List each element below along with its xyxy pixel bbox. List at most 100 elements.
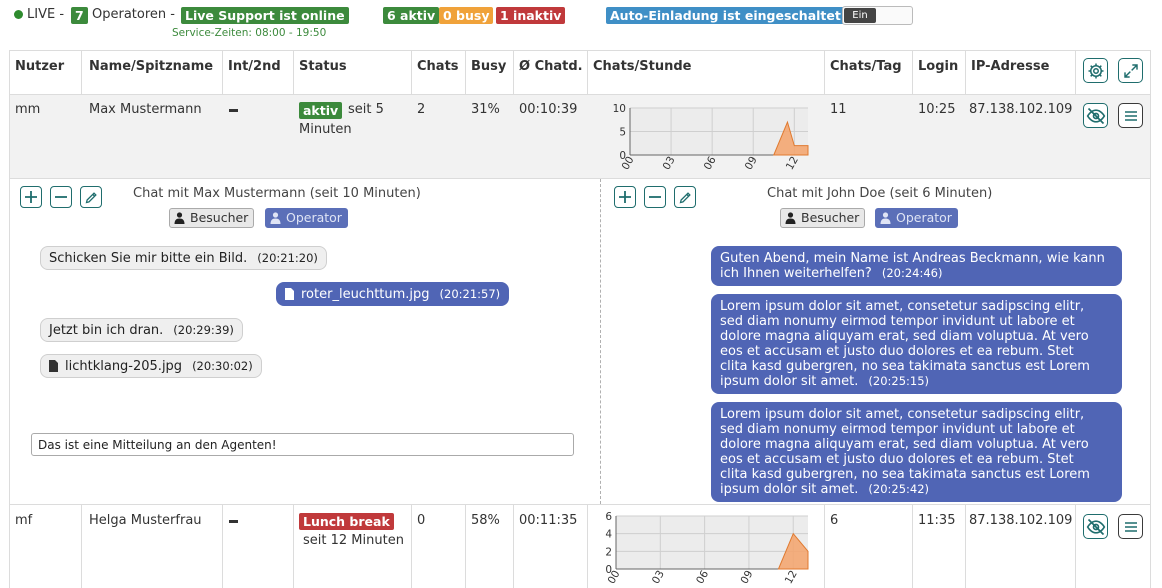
col-chats-per-day[interactable]: Chats/Tag — [830, 59, 902, 74]
y-tick-label: 4 — [605, 529, 612, 541]
operator-count-badge: 7 — [71, 7, 88, 24]
message-time: (20:24:46) — [881, 266, 943, 280]
auto-invite-badge: Auto-Einladung ist eingeschaltet — [606, 7, 845, 24]
edit-button[interactable] — [80, 186, 102, 208]
settings-button[interactable] — [1083, 58, 1108, 83]
top-status-bar: LIVE - 7 Operatoren - Live Support ist o… — [0, 0, 1162, 44]
plus-icon — [619, 191, 631, 203]
ip-address: 87.138.102.109 — [969, 102, 1073, 117]
x-tick-label: 00 — [620, 155, 637, 173]
status-since-unit: Minuten — [299, 122, 352, 137]
pen-icon — [85, 191, 97, 203]
col-int[interactable]: Int/2nd — [228, 59, 281, 74]
live-label: LIVE - — [27, 7, 65, 22]
file-icon — [49, 360, 58, 372]
ip-address: 87.138.102.109 — [969, 513, 1073, 528]
message-text: Schicken Sie mir bitte ein Bild. — [49, 251, 248, 266]
message-line: eos et accusam et justo duo dolores et e… — [720, 344, 1074, 359]
col-chats-per-hour[interactable]: Chats/Stunde — [593, 59, 692, 74]
attachment-link[interactable]: lichtklang-205.jpg — [65, 359, 183, 374]
message-line: sed diam nonumy eirmod tempor invidunt u… — [720, 422, 1075, 437]
avg-duration: 00:11:35 — [519, 513, 578, 528]
chat-message: Schicken Sie mir bitte ein Bild. (20:21:2… — [40, 246, 327, 270]
x-tick-label: 12 — [784, 155, 801, 173]
busy-percent: 58% — [471, 513, 500, 528]
remove-button[interactable] — [644, 186, 666, 208]
menu-button[interactable] — [1118, 103, 1143, 128]
chats-per-day: 11 — [830, 102, 847, 117]
inactive-count-badge[interactable]: 1 inaktiv — [496, 7, 566, 24]
y-tick-label: 0 — [619, 150, 626, 162]
int-dash — [229, 109, 238, 112]
eye-slash-icon — [1086, 107, 1105, 124]
col-user[interactable]: Nutzer — [15, 59, 65, 74]
table-row[interactable]: mf Helga Musterfrau Lunch break seit 12 … — [10, 504, 1150, 588]
col-ip[interactable]: IP-Adresse — [971, 59, 1050, 74]
col-busy[interactable]: Busy — [471, 59, 507, 74]
x-tick-label: 09 — [743, 155, 760, 173]
col-login[interactable]: Login — [918, 59, 959, 74]
message-time: (20:30:02) — [192, 359, 253, 373]
x-tick-label: 12 — [783, 569, 800, 587]
edit-button[interactable] — [674, 186, 696, 208]
user-name: Max Mustermann — [89, 102, 202, 117]
x-tick-label: 06 — [702, 154, 719, 172]
y-tick-label: 10 — [613, 103, 626, 115]
user-icon — [174, 212, 185, 224]
col-avg-duration[interactable]: Ø Chatd. — [519, 59, 583, 74]
remove-button[interactable] — [50, 186, 72, 208]
chat-message: roter_leuchttum.jpg (20:21:57) — [276, 282, 510, 306]
agent-message-input[interactable] — [31, 433, 574, 456]
message-line: Lorem ipsum dolor sit amet, consetetur s… — [720, 407, 1085, 422]
menu-button[interactable] — [1118, 514, 1143, 539]
visitor-role-button[interactable]: Besucher — [169, 208, 255, 228]
expand-button[interactable] — [1118, 58, 1143, 83]
hide-button[interactable] — [1083, 514, 1108, 539]
operator-role-label: Operator — [286, 210, 342, 225]
y-tick-label: 6 — [605, 511, 612, 523]
hide-button[interactable] — [1083, 103, 1108, 128]
col-name[interactable]: Name/Spitzname — [89, 59, 214, 74]
x-tick-label: 06 — [694, 568, 711, 586]
col-status[interactable]: Status — [299, 59, 347, 74]
chat-message: lichtklang-205.jpg (20:30:02) — [40, 354, 262, 378]
message-line: ich Ihnen weiterhelfen? — [720, 266, 872, 281]
chat-divider — [600, 179, 601, 504]
user-id: mf — [15, 513, 33, 528]
eye-slash-icon — [1086, 518, 1105, 535]
data-area — [777, 532, 809, 570]
message-time: (20:29:39) — [173, 323, 234, 337]
visitor-role-label: Besucher — [190, 210, 249, 225]
user-icon — [785, 212, 796, 224]
visitor-role-label: Besucher — [801, 210, 860, 225]
message-line: clita kasd gubergren, no sea takimata sa… — [720, 467, 1090, 482]
col-chats[interactable]: Chats — [417, 59, 459, 74]
attachment-link[interactable]: roter_leuchttum.jpg — [301, 287, 430, 302]
auto-invite-toggle[interactable]: Ein — [842, 6, 913, 25]
active-count-badge[interactable]: 6 aktiv — [383, 7, 440, 24]
y-tick-label: 2 — [605, 546, 612, 558]
add-button[interactable] — [614, 186, 636, 208]
menu-icon — [1124, 521, 1137, 532]
message-line: ipsum dolor sit amet. — [720, 482, 859, 497]
status-badge: aktiv — [299, 102, 343, 119]
busy-percent: 31% — [471, 102, 500, 117]
add-button[interactable] — [20, 186, 42, 208]
message-line: dolore magna aliquyam erat, sed diam vol… — [720, 437, 1089, 452]
operator-role-button[interactable]: Operator — [265, 208, 348, 228]
table-row[interactable]: mm Max Mustermann aktiv seit 5 Minuten 2… — [10, 95, 1150, 179]
busy-count-badge[interactable]: 0 busy — [439, 7, 494, 24]
x-tick-label: 03 — [661, 155, 678, 173]
operator-role-button[interactable]: Operator — [875, 208, 958, 228]
visitor-role-button[interactable]: Besucher — [780, 208, 866, 228]
support-status-badge: Live Support ist online — [181, 7, 349, 24]
message-line: dolore magna aliquyam erat, sed diam vol… — [720, 329, 1089, 344]
minus-icon — [55, 196, 67, 198]
gear-icon — [1088, 63, 1103, 78]
chats-per-hour-chart: 10 5 000 03 06 09 12 — [613, 103, 809, 173]
chat-message: Lorem ipsum dolor sit amet, consetetur s… — [711, 402, 1122, 502]
user-icon — [880, 212, 891, 224]
chat-message: Guten Abend, mein Name ist Andreas Beckm… — [711, 246, 1122, 286]
operators-label: Operatoren - — [92, 7, 175, 22]
y-tick-label: 5 — [619, 127, 626, 139]
